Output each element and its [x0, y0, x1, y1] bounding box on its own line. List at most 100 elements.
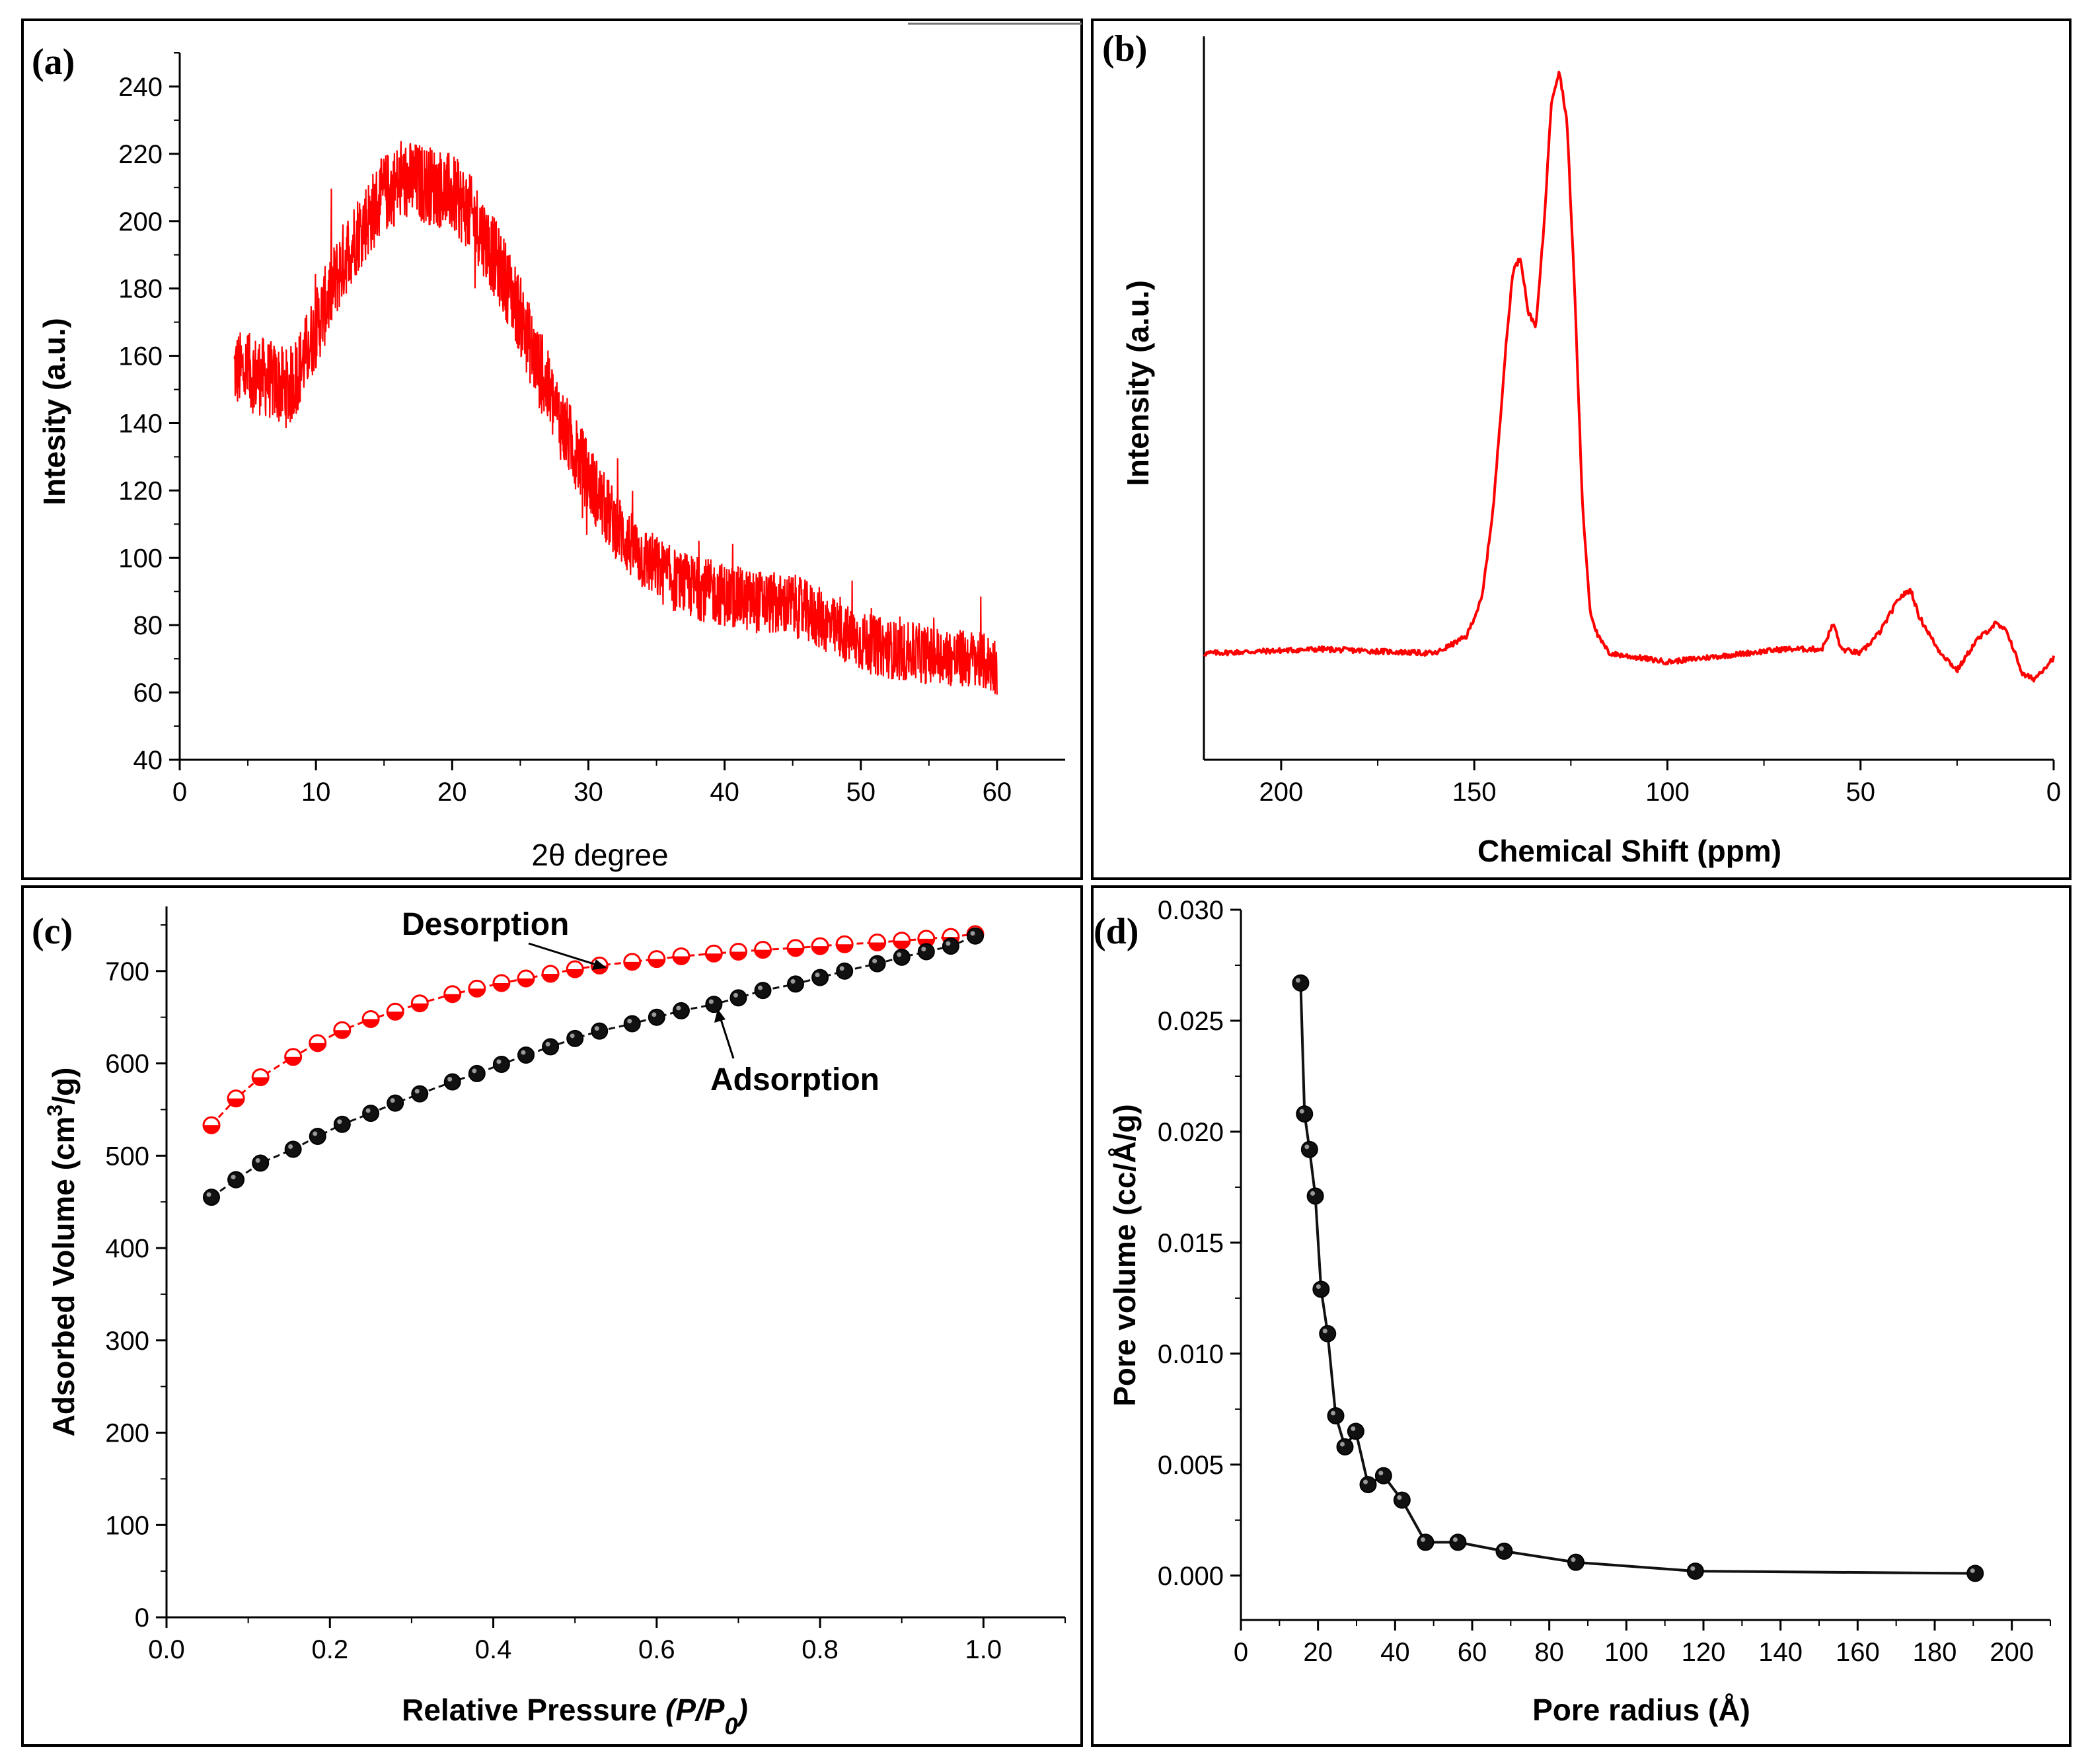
panel-d-point [1449, 1533, 1467, 1551]
panel-c-adsorption-point [754, 982, 772, 1000]
panel-c-adsorption-point-highlight [839, 966, 844, 971]
panel-d-point-highlight [1304, 1144, 1310, 1150]
panel-d-point [1327, 1407, 1345, 1424]
panel-c-adsorption-point-highlight [815, 973, 820, 978]
panel-d-xlabel: Pore radius (Å) [1532, 1693, 1750, 1727]
panel-c-ticks: 0.0 0.2 0.4 0.6 0.8 1.0 0 100 200 300 400 500 600 700 [105, 924, 1066, 1664]
panel-b-series [1203, 71, 2055, 682]
panel-c-adsorption-point-highlight [447, 1077, 453, 1082]
panel-d-point [1336, 1438, 1354, 1455]
panel-c-adsorption-point [333, 1115, 351, 1133]
panel-a-ytick-label: 100 [118, 544, 163, 573]
panel-c-desorption-point-fill [542, 974, 559, 982]
panel-c-series [202, 925, 985, 1206]
panel-c-ylabel-end: /g) [46, 1068, 81, 1105]
panel-c-adsorption-point-highlight [231, 1175, 236, 1180]
panel-c-desorption-point-fill [648, 959, 665, 967]
panel-d-point-highlight [1571, 1557, 1576, 1562]
panel-c-desorption-point-fill [252, 1077, 269, 1085]
panel-c-desorption-point-fill [228, 1098, 244, 1107]
panel-b-series-line [1203, 71, 2055, 682]
panel-a-ytick-label: 180 [118, 275, 163, 304]
panel-c-adsorption-point-highlight [496, 1059, 502, 1064]
panel-c-adsorption-point-highlight [414, 1089, 420, 1094]
panel-c-desorption-point-fill [204, 1125, 219, 1134]
panel-c-desorption-point-fill [673, 956, 689, 965]
panel-c-annotation-adsorption: Adsorption [710, 1062, 879, 1097]
panel-c-adsorption-point [672, 1002, 690, 1019]
panel-c: 0.0 0.2 0.4 0.6 0.8 1.0 0 100 200 300 400 500 600 700… [43, 906, 1066, 1740]
panel-a-series [233, 141, 998, 695]
panel-d-point-highlight [1420, 1537, 1425, 1542]
panel-a-xtick-label: 10 [301, 778, 331, 807]
panel-c-xtick-label: 1.0 [965, 1635, 1002, 1664]
panel-a-ytick-label: 60 [133, 679, 163, 708]
panel-b-axes [1203, 36, 2054, 761]
panel-d-point-highlight [1310, 1191, 1316, 1196]
panel-c-xtick-label: 0.2 [311, 1635, 348, 1664]
panel-c-ytick-label: 0 [135, 1603, 149, 1633]
panel-c-adsorption-point-highlight [313, 1131, 318, 1136]
panel-c-letter: (c) [32, 911, 73, 952]
panel-d-xtick-label: 20 [1303, 1638, 1333, 1667]
panel-c-ytick-label: 100 [105, 1511, 149, 1540]
panel-c-adsorption-point [284, 1140, 302, 1158]
panel-c-desorption-point-fill [493, 982, 509, 991]
panel-d-ticks: 0 20 40 60 80 100 120 140 160 180 200 0.000 0.005 0.0… [1158, 896, 2051, 1667]
panel-c-desorption-point-fill [285, 1056, 301, 1065]
panel-c-ytick-label: 200 [105, 1419, 149, 1448]
panel-a-ticks: 0 10 20 30 40 50 60 40 60 80 100 120 140 160 180 200 220… [118, 52, 1012, 807]
panel-d-point-highlight [1378, 1471, 1384, 1476]
panel-d-xtick-label: 160 [1836, 1638, 1880, 1667]
panel-c-ylabel-sup: 3 [43, 1105, 67, 1117]
panel-c-adsorption-point-highlight [627, 1018, 632, 1023]
panel-c-adsorption-point [252, 1154, 270, 1172]
panel-d-xtick-label: 120 [1682, 1638, 1726, 1667]
panel-d-xtick-label: 200 [1990, 1638, 2034, 1667]
panel-c-adsorption-point-highlight [676, 1006, 681, 1011]
panel-c-adsorption-point [566, 1029, 584, 1047]
panel-c-adsorption-point-highlight [872, 959, 877, 964]
panel-d-ytick-label: 0.005 [1158, 1451, 1224, 1480]
panel-c-adsorption-point [387, 1094, 404, 1112]
panel-d-point-highlight [1970, 1568, 1975, 1573]
panel-a-ytick-label: 120 [118, 476, 163, 505]
panel-c-ytick-label: 600 [105, 1050, 149, 1079]
panel-d-letter: (d) [1094, 911, 1138, 952]
panel-a-ytick-label: 140 [118, 409, 163, 438]
panel-d-ytick-label: 0.030 [1158, 896, 1224, 925]
panel-c-axes [165, 906, 1065, 1619]
panel-c-desorption-point-fill [755, 949, 771, 958]
panel-d-point-highlight [1690, 1566, 1696, 1571]
panel-b-xtick-label: 0 [2046, 778, 2061, 807]
panel-c-adsorption-point [942, 937, 959, 955]
panel-a-xtick-label: 20 [437, 778, 467, 807]
panel-d-point [1292, 974, 1310, 992]
panel-c-desorption-arrow [528, 942, 599, 967]
panel-a-ytick-label: 200 [118, 207, 163, 237]
panel-c-ylabel: Adsorbed Volume (cm3/g) [43, 1068, 81, 1437]
panel-c-adsorption-point [623, 1015, 641, 1033]
panel-c-ytick-label: 500 [105, 1142, 149, 1171]
panel-d-point [1686, 1562, 1704, 1580]
panel-d-point [1319, 1325, 1337, 1342]
panel-c-adsorption-point [967, 927, 984, 945]
panel-d-ytick-label: 0.020 [1158, 1118, 1224, 1147]
panel-c-adsorption-point [227, 1171, 245, 1189]
panel-d-ytick-label: 0.025 [1158, 1007, 1224, 1036]
panel-c-adsorption-point [893, 948, 911, 966]
panel-c-adsorption-point-highlight [545, 1041, 550, 1047]
panel-c-desorption-point-fill [893, 940, 910, 949]
panel-c-adsorption-arrow [719, 1017, 735, 1059]
panel-c-desorption-point-fill [363, 1019, 379, 1027]
panel-c-adsorption-point-highlight [472, 1068, 477, 1074]
panel-d-ytick-label: 0.010 [1158, 1340, 1224, 1369]
panel-d-point [1359, 1476, 1377, 1494]
panel-d-point-highlight [1363, 1479, 1368, 1485]
panel-c-adsorption-point-highlight [521, 1050, 526, 1055]
panel-c-adsorption-point [787, 975, 804, 993]
panel-b-xtick-label: 150 [1452, 778, 1497, 807]
panel-c-desorption-point-fill [812, 946, 829, 955]
panel-c-frame [21, 885, 1083, 1747]
panel-c-xlabel-main: Relative Pressure [402, 1693, 665, 1727]
